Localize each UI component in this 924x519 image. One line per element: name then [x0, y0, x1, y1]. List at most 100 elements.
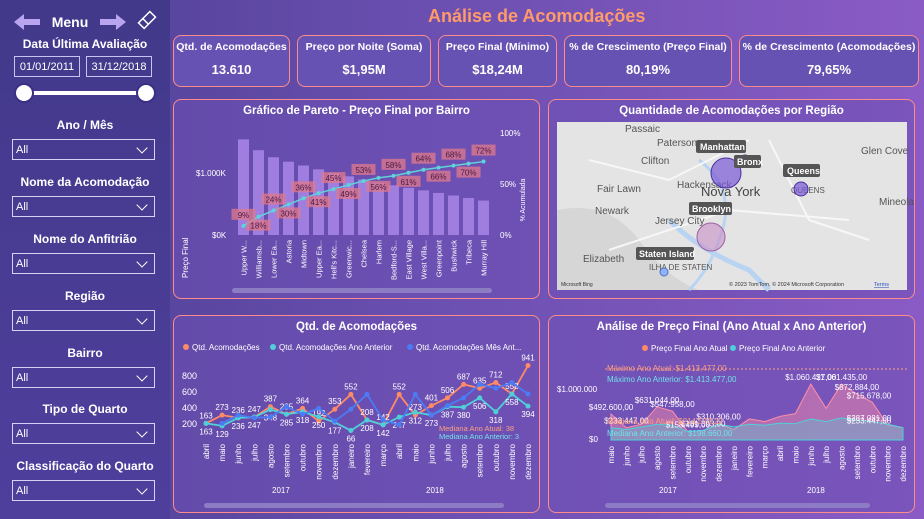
eraser-icon[interactable] — [136, 9, 158, 36]
bubble-brooklyn[interactable] — [696, 222, 726, 252]
page-title: Análise de Acomodações — [428, 6, 646, 26]
qtd-point — [219, 420, 225, 426]
qtd-point — [284, 411, 289, 417]
map-place: Paterson — [657, 138, 697, 149]
pareto-xtick: Upper Ea... — [315, 240, 324, 278]
qtd-point — [461, 404, 467, 410]
kpi-value: 79,65% — [806, 62, 852, 77]
qtd-ytick: 200 — [182, 419, 197, 429]
qtd-data-label: 318 — [489, 416, 503, 425]
pareto-data-label: 24% — [265, 196, 281, 205]
pareto-bar — [433, 192, 444, 235]
kpi-value: 13.610 — [211, 62, 252, 77]
menu-row: Menu — [14, 9, 164, 36]
date-start-input[interactable]: 01/01/2011 — [14, 56, 80, 77]
preco-data-label: $310.306,00 — [696, 413, 741, 422]
qtd-legend: Qtd. Acomodações — [192, 343, 260, 352]
pareto-point — [316, 191, 321, 196]
region-map[interactable]: Passaic Paterson Clifton Fair Lawn Hacke… — [549, 100, 914, 298]
pareto-point — [421, 167, 426, 172]
map-place: Jersey City — [655, 216, 704, 227]
chevron-down-icon — [136, 198, 148, 211]
pareto-bar — [403, 187, 414, 235]
tipo-quarto-dropdown[interactable]: All — [12, 423, 155, 444]
qtd-point — [525, 363, 531, 369]
qtd-data-label: 401 — [425, 394, 439, 403]
date-end-input[interactable]: 31/12/2018 — [86, 56, 152, 77]
qtd-chart[interactable]: Qtd. Acomodações Qtd. Acomodações Ano An… — [174, 316, 539, 512]
bairro-dropdown[interactable]: All — [12, 367, 155, 388]
qtd-point — [348, 428, 354, 434]
qtd-point — [267, 407, 273, 413]
tipo-quarto-label: Tipo de Quarto — [42, 402, 128, 416]
qtd-data-label: 247 — [248, 421, 262, 430]
qtd-xtick: agosto — [460, 443, 469, 468]
nome-acomodacao-dropdown[interactable]: All — [12, 196, 155, 217]
bubble-staten-island[interactable] — [659, 267, 669, 277]
preco-legend: Preço Final Ano Atual — [651, 344, 728, 353]
qtd-point — [364, 417, 370, 423]
preco-data-label: $1.061.435,00 — [816, 373, 868, 382]
preco-data-label: $547.958,00 — [650, 400, 695, 409]
qtd-point — [396, 414, 402, 420]
legend-dot-mes-ant — [407, 344, 413, 350]
pareto-xtick: Greenwic... — [345, 240, 354, 278]
classificacao-dropdown[interactable]: All — [12, 480, 155, 501]
qtd-point — [267, 414, 273, 420]
pareto-bar — [388, 185, 399, 235]
qtd-point — [348, 406, 354, 412]
pareto-point — [256, 214, 261, 219]
preco-xtick: fevereiro — [745, 445, 754, 477]
preco-data-label: $872.884,00 — [835, 383, 880, 392]
ano-mes-dropdown[interactable]: All — [12, 139, 155, 160]
bubble-queens[interactable] — [793, 181, 809, 197]
pareto-bar — [448, 195, 459, 235]
qtd-data-label: 273 — [409, 403, 423, 412]
map-terms-link[interactable]: Terms — [874, 282, 889, 288]
qtd-panel: Qtd. de Acomodações Qtd. Acomodações Qtd… — [173, 315, 540, 513]
preco-chart[interactable]: Preço Final Ano Atual Preço Final Ano An… — [549, 316, 914, 512]
qtd-point — [509, 380, 515, 386]
bubble-manhattan[interactable] — [710, 157, 742, 189]
qtd-scrollbar[interactable] — [204, 503, 504, 508]
qtd-point — [461, 381, 467, 387]
back-arrow-icon[interactable] — [14, 14, 40, 30]
date-slider-track[interactable] — [18, 91, 148, 95]
preco-xtick: outubro — [684, 445, 693, 473]
pareto-label-bg — [231, 208, 256, 220]
qtd-xtick: novembro — [315, 443, 324, 479]
pareto-data-label: 9% — [238, 211, 250, 220]
pareto-point — [361, 178, 366, 183]
regiao-dropdown[interactable]: All — [12, 310, 155, 331]
kpi-card-cresc-preco: % de Crescimento (Preço Final) 80,19% — [564, 35, 732, 87]
preco-scrollbar[interactable] — [605, 503, 870, 508]
nome-anfitriao-dropdown[interactable]: All — [12, 253, 155, 274]
date-slider-end-handle[interactable] — [136, 83, 156, 103]
pareto-chart[interactable]: Preço Final % Acumulada $1.000K $0K 100%… — [174, 100, 539, 298]
kpi-label: % de Crescimento (Acomodações) — [742, 41, 916, 53]
qtd-data-label: 163 — [199, 411, 213, 420]
qtd-legend: Qtd. Acomodações Ano Anterior — [279, 343, 393, 352]
preco-max-anterior: Máximo Ano Anterior: $1.413.477,00 — [607, 375, 737, 384]
forward-arrow-icon[interactable] — [100, 14, 126, 30]
kpi-label: Qtd. de Acomodações — [176, 41, 287, 53]
qtd-data-label: 273 — [215, 403, 229, 412]
pareto-y2tick: 50% — [500, 180, 516, 189]
preco-xtick: junho — [807, 445, 816, 466]
pareto-label-bg — [456, 166, 481, 178]
preco-xtick: outubro — [868, 445, 877, 473]
qtd-point — [396, 422, 402, 428]
qtd-year: 2017 — [272, 486, 290, 495]
pareto-data-label: 68% — [445, 151, 461, 160]
pareto-xtick: Lower Ea... — [270, 240, 279, 278]
preco-xtick: junho — [622, 445, 631, 466]
preco-xtick: julho — [822, 445, 831, 463]
pareto-data-label: 45% — [325, 174, 341, 183]
pareto-scrollbar[interactable] — [232, 288, 492, 293]
preco-data-label: $233.447,00 — [604, 417, 649, 426]
qtd-point — [380, 422, 386, 428]
bing-logo: Microsoft Bing — [561, 282, 593, 288]
date-slider-start-handle[interactable] — [14, 83, 34, 103]
qtd-xtick: novembro — [508, 443, 517, 479]
preco-area — [610, 383, 904, 441]
